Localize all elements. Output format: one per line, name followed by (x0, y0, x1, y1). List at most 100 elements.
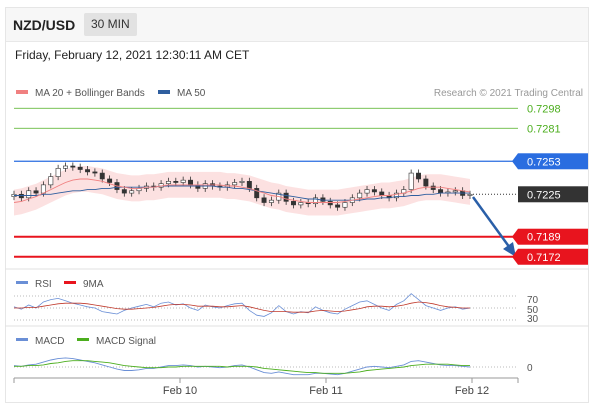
ma50-legend-label: MA 50 (177, 88, 206, 99)
level-labels: 0.7298 0.7281 0.7253 0.7225 0.7189 0.7172 (512, 103, 588, 265)
level-tag-support (518, 248, 588, 265)
candle-body (423, 178, 429, 187)
candle-body (92, 171, 98, 174)
ma50-legend-swatch (158, 90, 170, 94)
level-tag-support (518, 228, 588, 245)
candle-body (173, 181, 179, 183)
x-tick-label: Feb 12 (455, 385, 489, 397)
price-legend: MA 20 + Bollinger Bands MA 50 Research ©… (16, 88, 583, 99)
candle-body (107, 178, 113, 183)
candle-body (467, 193, 473, 196)
macd-signal-line (14, 360, 470, 374)
rsi-ma-legend-label: 9MA (83, 279, 104, 290)
level-tag-pointer (512, 248, 518, 265)
level-value-target: 0.7281 (527, 123, 561, 135)
rsi-level-30: 30 (527, 314, 539, 325)
x-axis: Feb 10 Feb 11 Feb 12 (13, 377, 519, 397)
candle-body (416, 172, 421, 180)
level-lines (14, 107, 518, 258)
candle-body (18, 193, 24, 199)
candle-body (99, 172, 105, 180)
ma20-legend-swatch (16, 90, 28, 94)
macd-signal-legend-label: MACD Signal (96, 336, 156, 347)
bollinger-band-area (14, 166, 470, 216)
candle-body (335, 204, 341, 208)
candle-body (33, 190, 39, 194)
candle-body (129, 190, 135, 194)
candle-body (342, 202, 348, 208)
candle-body (63, 165, 68, 169)
candle-body (246, 181, 252, 189)
rsi-legend: RSI 9MA (16, 279, 104, 290)
candle-body (70, 165, 76, 168)
level-value-current: 0.7225 (527, 189, 561, 201)
candle-body (283, 192, 289, 202)
bollinger-band (14, 166, 470, 216)
level-value-support: 0.7172 (527, 252, 561, 264)
candle-body (261, 197, 267, 203)
candle-body (85, 169, 91, 173)
macd-signal-legend-swatch (77, 338, 89, 341)
rsi-ma-line (14, 301, 470, 313)
timeframe-badge[interactable]: 30 MIN (84, 13, 137, 36)
candle-body (313, 197, 319, 205)
candle-body (48, 176, 54, 186)
candle-body (430, 185, 436, 190)
candle-body (379, 191, 385, 196)
candle-body (327, 201, 333, 206)
rsi-level-70: 70 (527, 295, 539, 306)
candle-body (452, 190, 458, 193)
rsi-guides (14, 295, 518, 321)
candle-body (254, 188, 260, 199)
rsi-legend-swatch (16, 281, 28, 284)
ma50-line (14, 185, 470, 201)
macd-legend-label: MACD (35, 336, 64, 347)
candle-body (195, 184, 201, 189)
macd-legend: MACD MACD Signal (16, 336, 156, 347)
candle-body (357, 192, 363, 199)
rsi-legend-label: RSI (35, 279, 52, 290)
candle-body (77, 166, 83, 170)
level-value-target: 0.7298 (527, 103, 561, 115)
report-datetime: Friday, February 12, 2021 12:30:11 AM CE… (15, 48, 250, 62)
level-tag-pointer (512, 228, 518, 245)
candle-body (165, 181, 171, 184)
candle-body (268, 199, 274, 203)
currency-pair: NZD/USD (13, 17, 76, 33)
candle-body (364, 189, 370, 194)
candle-body (180, 179, 186, 183)
level-tag-pivot (518, 153, 588, 170)
candle-body (298, 202, 304, 206)
level-tag-pointer (512, 153, 518, 170)
forecast-arrow (471, 196, 516, 257)
level-value-support: 0.7189 (527, 232, 561, 244)
candle-body (291, 201, 296, 206)
ma20-legend-label: MA 20 + Bollinger Bands (35, 88, 145, 99)
current-price-tag (518, 186, 588, 203)
candle-body (188, 179, 193, 186)
rsi-ma-legend-swatch (64, 281, 76, 284)
candle-body (121, 189, 127, 194)
candle-body (55, 168, 61, 177)
rsi-level-50: 50 (527, 305, 539, 316)
candle-body (239, 181, 245, 183)
macd-line (13, 357, 471, 376)
credit-text: Research © 2021 Trading Central (434, 88, 583, 99)
x-tick-label: Feb 10 (163, 385, 197, 397)
candle-body (393, 192, 399, 199)
ma20-line (13, 178, 471, 203)
candle-body (26, 190, 32, 199)
level-value-pivot: 0.7253 (527, 156, 561, 168)
chart-widget: NZD/USD 30 MIN Friday, February 12, 2021… (5, 7, 589, 403)
macd-zero-label: 0 (527, 363, 533, 374)
candle-body (371, 189, 377, 193)
macd-legend-swatch (16, 338, 28, 341)
candle-body (438, 189, 444, 194)
candle-body (232, 182, 238, 186)
x-tick-label: Feb 11 (309, 385, 342, 397)
candle-body (40, 184, 46, 194)
rsi-level-labels: 70 50 30 (527, 295, 539, 325)
chart-header: NZD/USD 30 MIN (6, 8, 588, 42)
candle-body (408, 172, 414, 190)
